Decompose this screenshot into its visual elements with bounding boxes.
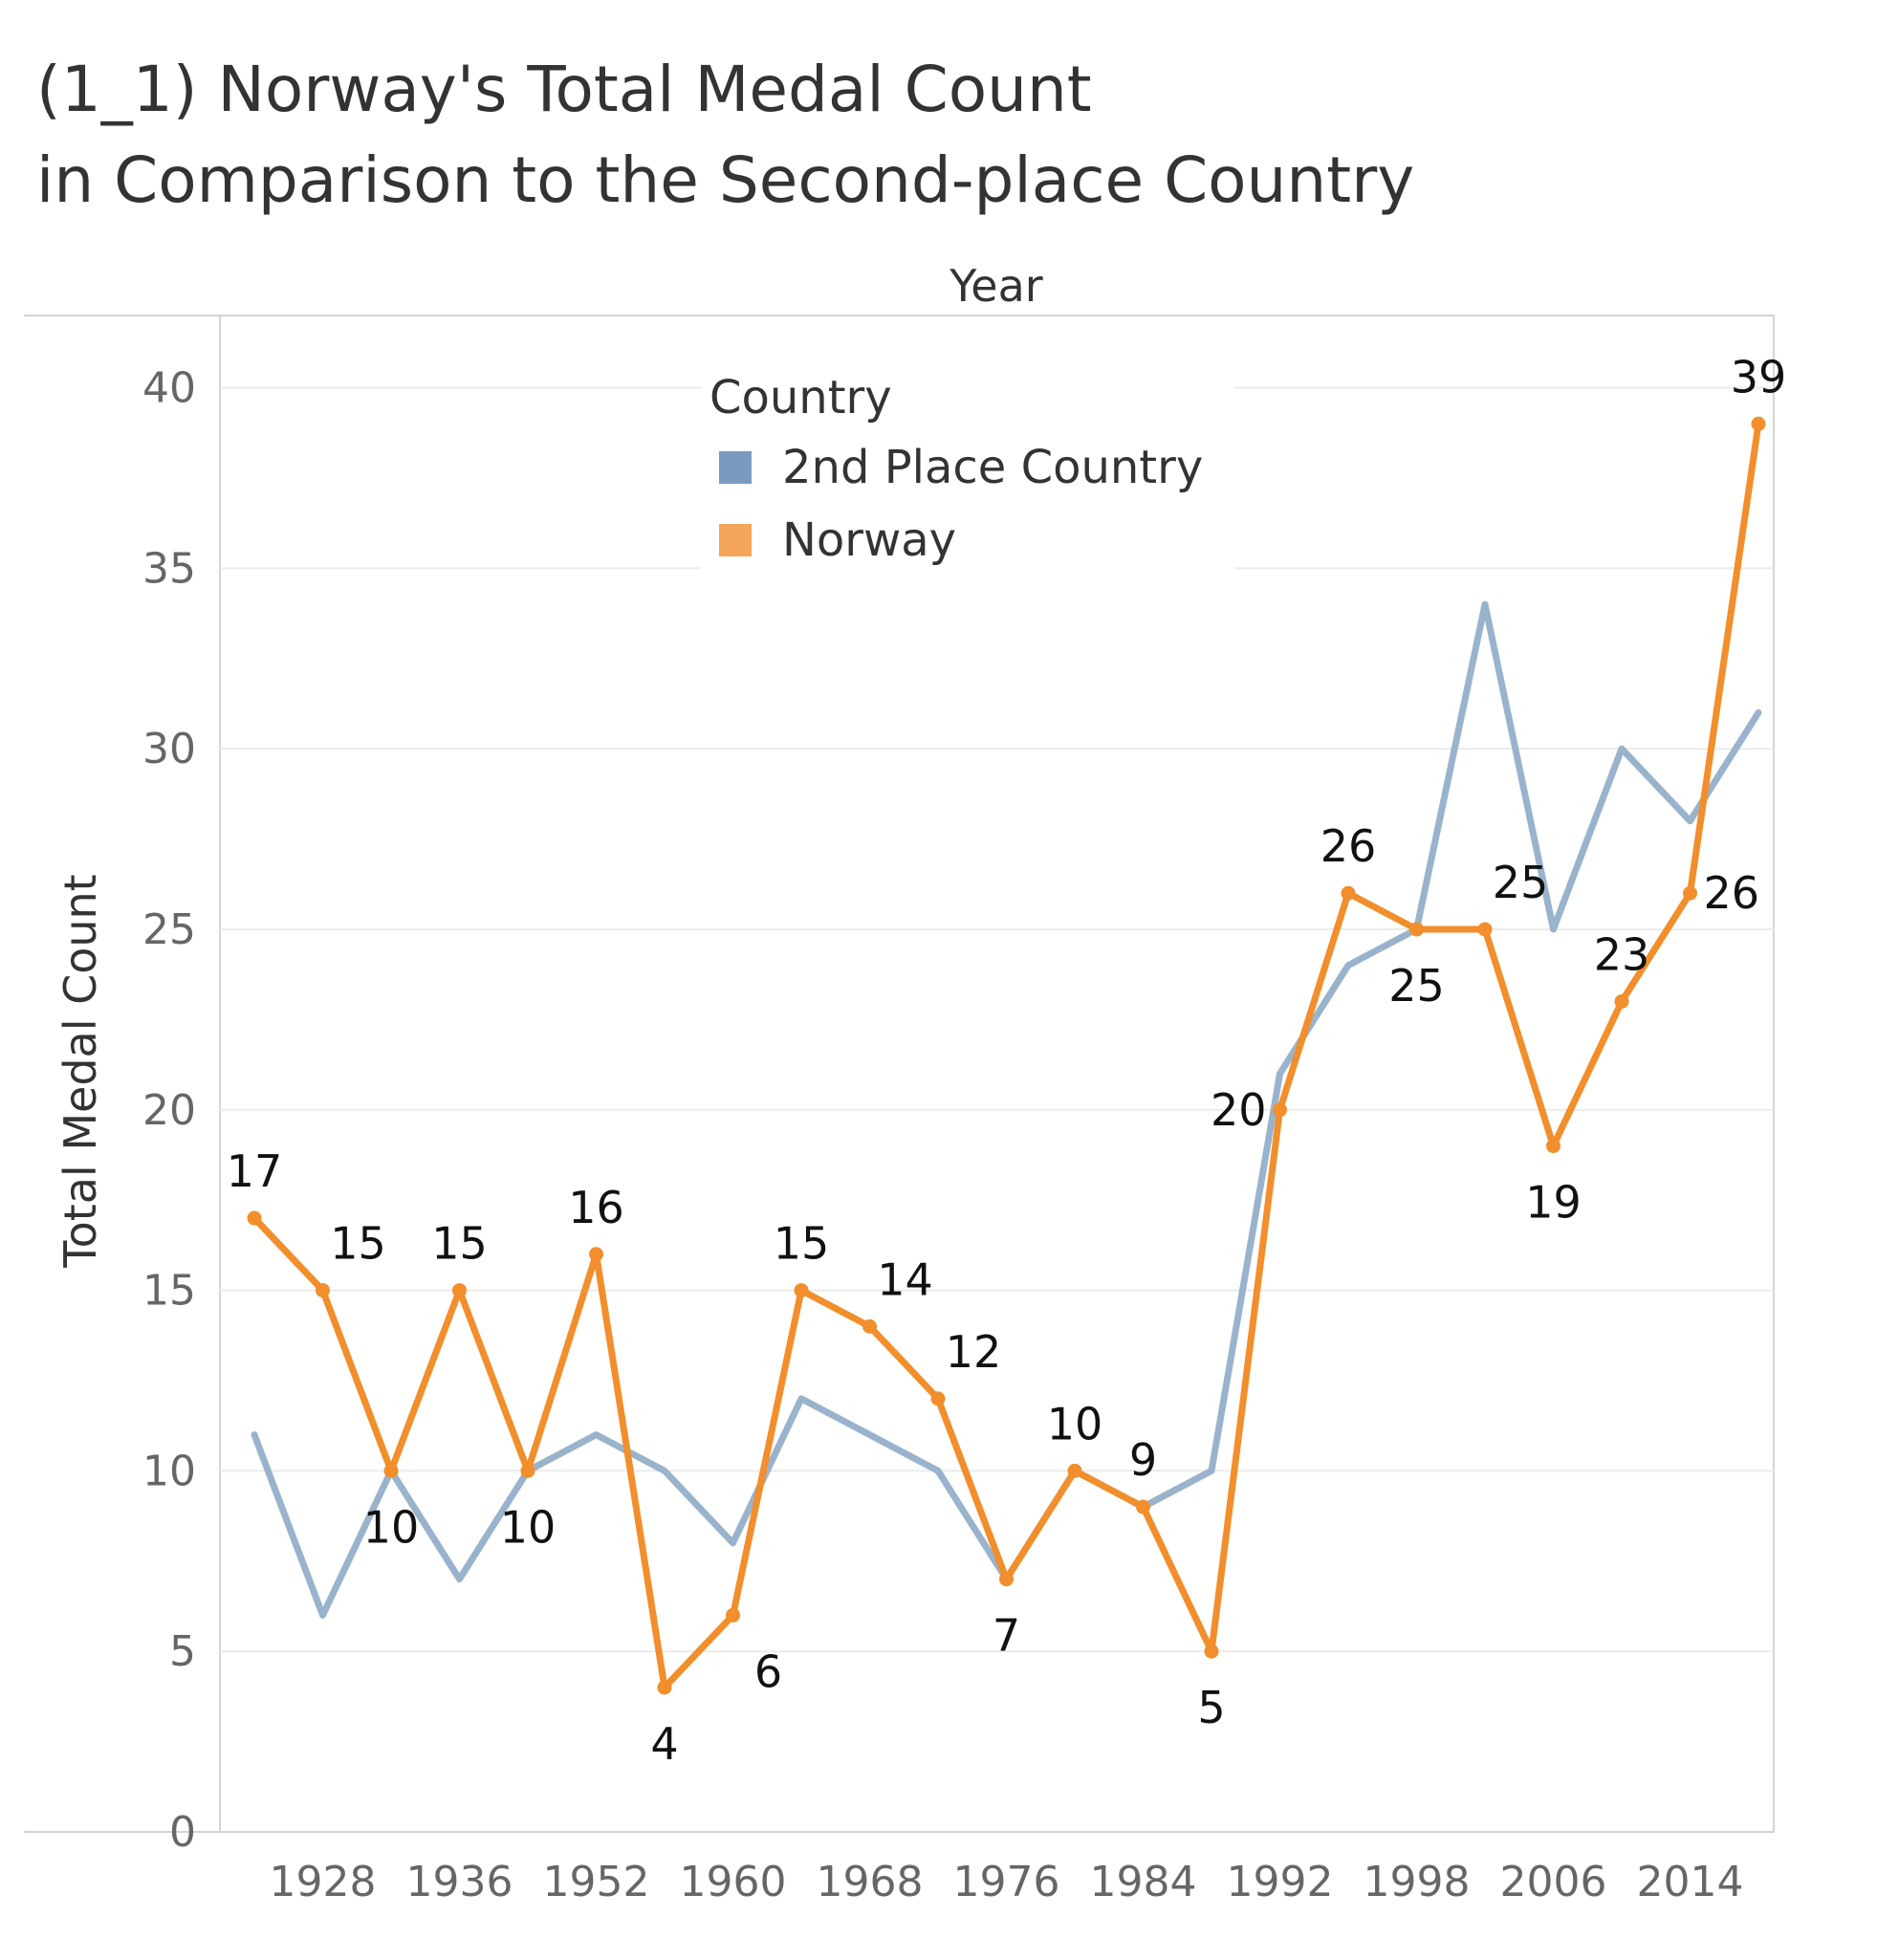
norway-data-label: 4 bbox=[650, 1718, 678, 1770]
legend-title: Country bbox=[709, 371, 892, 425]
series-layer bbox=[247, 416, 1766, 1695]
norway-point bbox=[1683, 885, 1697, 901]
norway-point bbox=[930, 1391, 946, 1406]
norway-point bbox=[794, 1283, 809, 1298]
y-axis-ticks: 0 5 10 15 20 25 30 35 40 bbox=[142, 364, 196, 1857]
norway-point bbox=[657, 1680, 672, 1695]
x-tick-label: 2014 bbox=[1637, 1858, 1744, 1906]
x-axis-ticks: 1928 1936 1952 1960 1968 1976 1984 1992 1998 2006… bbox=[270, 1858, 1744, 1906]
norway-data-label: 12 bbox=[946, 1326, 1002, 1378]
norway-data-label: 10 bbox=[1047, 1398, 1103, 1449]
norway-data-label: 7 bbox=[993, 1610, 1020, 1662]
x-tick-label: 1992 bbox=[1227, 1858, 1334, 1906]
x-tick-label: 1968 bbox=[817, 1858, 924, 1906]
norway-point bbox=[1546, 1139, 1561, 1154]
legend-swatch-norway bbox=[719, 524, 752, 556]
norway-point bbox=[726, 1607, 740, 1622]
norway-data-label: 26 bbox=[1320, 820, 1377, 872]
y-axis-title: Total Medal Count bbox=[55, 874, 106, 1268]
norway-point bbox=[520, 1463, 535, 1478]
norway-point bbox=[1477, 922, 1493, 937]
y-tick-label: 40 bbox=[142, 364, 196, 413]
legend-swatch-second-place bbox=[719, 451, 752, 484]
x-tick-label: 1952 bbox=[543, 1858, 650, 1906]
x-tick-label: 1998 bbox=[1364, 1858, 1471, 1906]
norway-point bbox=[247, 1210, 262, 1226]
norway-point bbox=[383, 1463, 399, 1478]
norway-point bbox=[452, 1283, 467, 1298]
norway-point bbox=[999, 1572, 1014, 1587]
plot-area bbox=[219, 315, 1775, 1833]
norway-data-label: 10 bbox=[363, 1501, 420, 1553]
y-tick-label: 25 bbox=[142, 905, 196, 954]
legend-label-second-place: 2nd Place Country bbox=[782, 441, 1203, 494]
x-tick-label: 2006 bbox=[1500, 1858, 1607, 1906]
y-tick-label: 30 bbox=[142, 725, 196, 773]
y-tick-label: 5 bbox=[169, 1627, 196, 1676]
norway-data-label: 15 bbox=[774, 1218, 830, 1270]
plot-frame bbox=[24, 315, 1775, 1833]
norway-data-label: 25 bbox=[1493, 857, 1549, 908]
y-gridlines bbox=[220, 386, 1774, 1653]
norway-point bbox=[1136, 1499, 1150, 1514]
norway-data-label: 15 bbox=[330, 1218, 386, 1270]
x-tick-label: 1928 bbox=[270, 1858, 377, 1906]
norway-data-label: 39 bbox=[1731, 351, 1787, 403]
norway-data-label: 15 bbox=[431, 1218, 488, 1270]
norway-data-label: 26 bbox=[1704, 867, 1760, 919]
x-tick-label: 1984 bbox=[1090, 1858, 1197, 1906]
norway-data-label: 16 bbox=[568, 1182, 624, 1233]
chart-title: (1_1) Norway's Total Medal Count in Comp… bbox=[36, 44, 1414, 226]
y-tick-label: 15 bbox=[142, 1267, 196, 1316]
norway-data-label: 14 bbox=[877, 1253, 933, 1305]
norway-point bbox=[1273, 1102, 1287, 1118]
y-tick-label: 35 bbox=[142, 544, 196, 593]
chart-title-line-1: (1_1) Norway's Total Medal Count bbox=[36, 53, 1092, 126]
norway-data-label: 23 bbox=[1594, 928, 1650, 980]
x-tick-label: 1976 bbox=[953, 1858, 1060, 1906]
norway-data-label: 9 bbox=[1129, 1434, 1157, 1486]
norway-point bbox=[589, 1247, 603, 1262]
legend: Country 2nd Place Country Norway bbox=[701, 371, 1234, 574]
norway-point bbox=[1614, 993, 1629, 1009]
y-tick-label: 0 bbox=[169, 1808, 196, 1857]
x-tick-label: 1936 bbox=[406, 1858, 513, 1906]
y-tick-label: 20 bbox=[142, 1086, 196, 1135]
norway-data-label: 25 bbox=[1388, 960, 1445, 1012]
y-tick-label: 10 bbox=[142, 1447, 196, 1495]
series-line-norway bbox=[251, 420, 1762, 1691]
legend-label-norway: Norway bbox=[782, 513, 956, 567]
norway-point bbox=[316, 1283, 330, 1298]
norway-point bbox=[1341, 885, 1356, 901]
x-axis-title: Year bbox=[949, 260, 1042, 312]
norway-point bbox=[1751, 416, 1766, 431]
norway-data-label: 19 bbox=[1525, 1177, 1582, 1229]
norway-data-label: 5 bbox=[1197, 1682, 1225, 1733]
norway-data-label: 20 bbox=[1211, 1084, 1267, 1136]
norway-point bbox=[862, 1318, 877, 1334]
norway-data-label: 6 bbox=[754, 1645, 782, 1697]
x-tick-label: 1960 bbox=[680, 1858, 787, 1906]
chart-title-line-2: in Comparison to the Second-place Countr… bbox=[36, 143, 1415, 217]
norway-point bbox=[1067, 1463, 1082, 1478]
norway-point bbox=[1204, 1644, 1219, 1659]
norway-data-label: 10 bbox=[500, 1501, 557, 1553]
norway-data-label: 17 bbox=[227, 1145, 283, 1197]
legend-background bbox=[701, 371, 1234, 574]
norway-point bbox=[1409, 922, 1424, 937]
